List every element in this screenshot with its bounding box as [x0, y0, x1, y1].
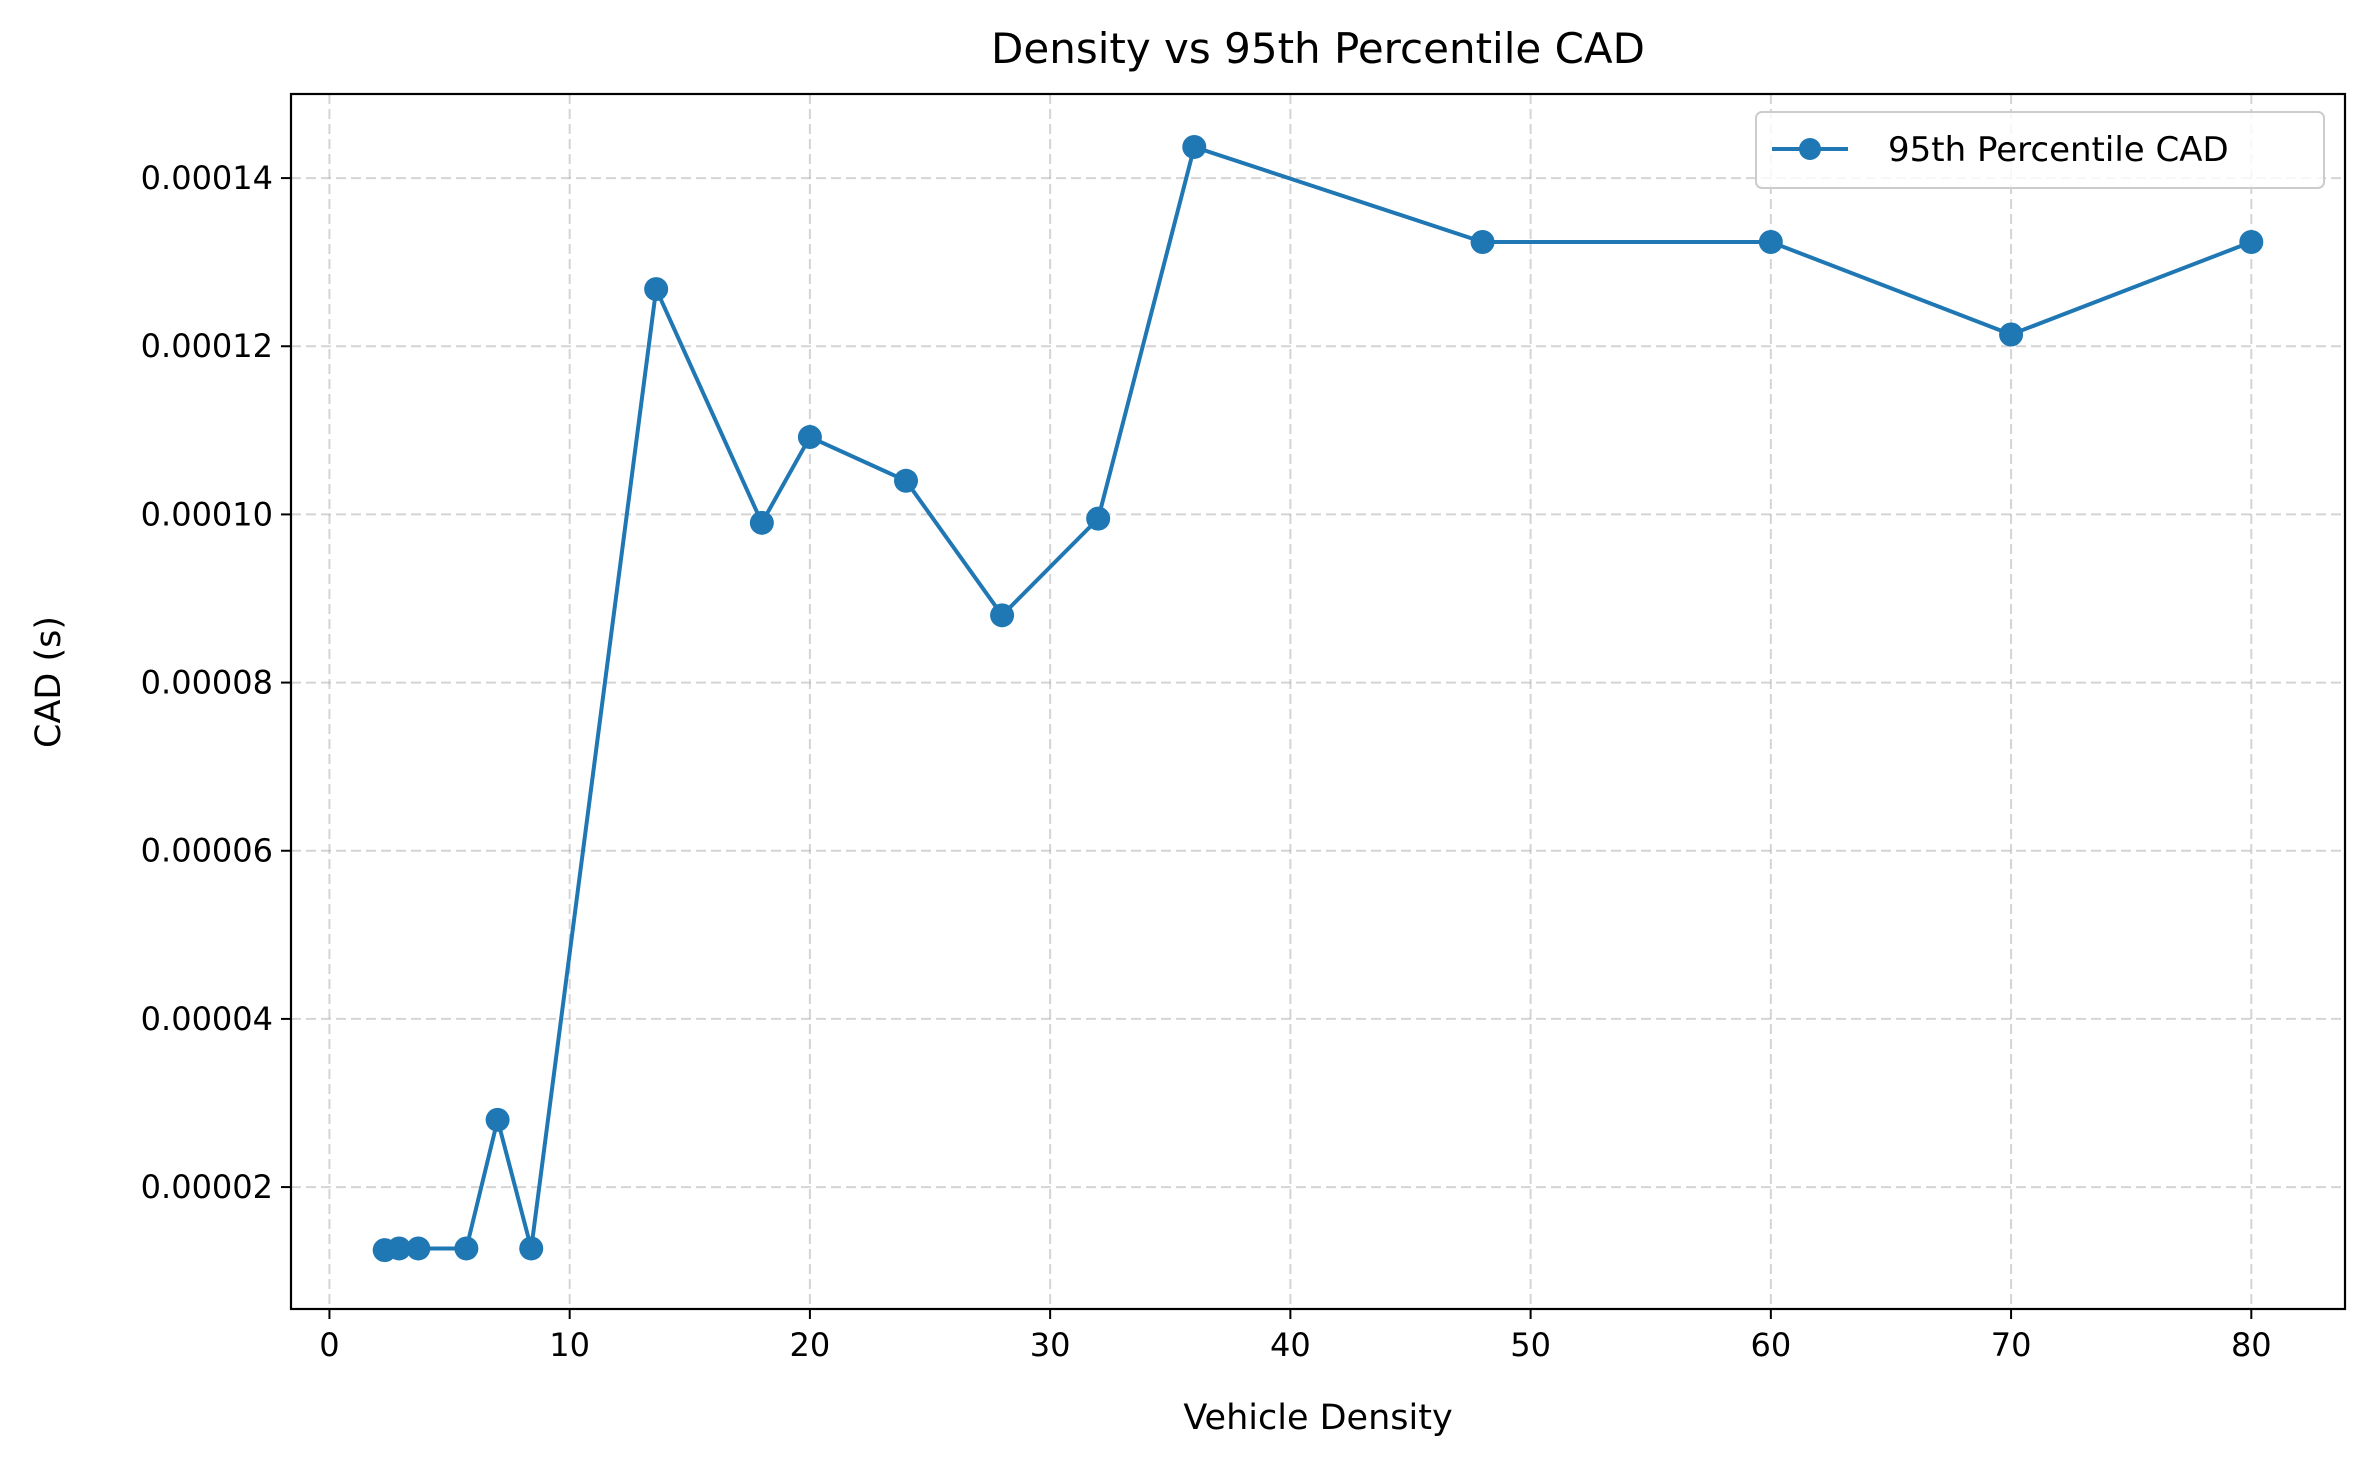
x-tick-label: 70 [1991, 1326, 2032, 1364]
data-point [2239, 229, 2264, 254]
legend-marker-sample [1799, 138, 1821, 160]
x-tick-label: 30 [1030, 1326, 1071, 1364]
y-tick-label: 0.00002 [141, 1168, 273, 1206]
x-tick-label: 10 [549, 1326, 590, 1364]
x-axis-ticks: 0 10 20 30 40 50 60 70 80 [319, 1309, 2272, 1364]
legend-box [1755, 111, 2325, 189]
data-point [1470, 229, 1495, 254]
data-point [1086, 506, 1111, 531]
chart-title: Density vs 95th Percentile CAD [991, 24, 1645, 73]
y-axis-ticks: 0.00002 0.00004 0.00006 0.00008 0.00010 0.000… [141, 159, 291, 1206]
plot-frame [289, 92, 2347, 1311]
data-point [797, 425, 822, 450]
x-tick-label: 60 [1750, 1326, 1791, 1364]
x-axis-title: Vehicle Density [1183, 1398, 1452, 1438]
x-tick-label: 80 [2231, 1326, 2272, 1364]
data-point [454, 1236, 479, 1261]
data-point [749, 510, 774, 535]
data-point [1999, 322, 2024, 347]
y-tick-label: 0.00012 [141, 327, 273, 365]
x-tick-label: 40 [1270, 1326, 1311, 1364]
legend: 95th Percentile CAD [1755, 111, 2325, 189]
data-point [893, 468, 918, 493]
data-point [519, 1236, 544, 1261]
data-point [1182, 134, 1207, 159]
data-point [485, 1107, 510, 1132]
legend-label: 95th Percentile CAD [1888, 130, 2229, 170]
y-axis-title: CAD (s) [29, 616, 69, 748]
x-tick-label: 50 [1510, 1326, 1551, 1364]
y-tick-label: 0.00004 [141, 1000, 273, 1038]
data-point [1758, 229, 1783, 254]
x-tick-label: 0 [319, 1326, 339, 1364]
y-tick-label: 0.00008 [141, 664, 273, 702]
series-layer [372, 134, 2264, 1263]
data-point [406, 1236, 431, 1261]
y-tick-label: 0.00014 [141, 159, 273, 197]
y-tick-label: 0.00010 [141, 495, 273, 533]
data-point [990, 603, 1015, 628]
y-tick-label: 0.00006 [141, 832, 273, 870]
data-point [644, 277, 669, 302]
data-point [387, 1236, 412, 1261]
x-tick-label: 20 [790, 1326, 831, 1364]
